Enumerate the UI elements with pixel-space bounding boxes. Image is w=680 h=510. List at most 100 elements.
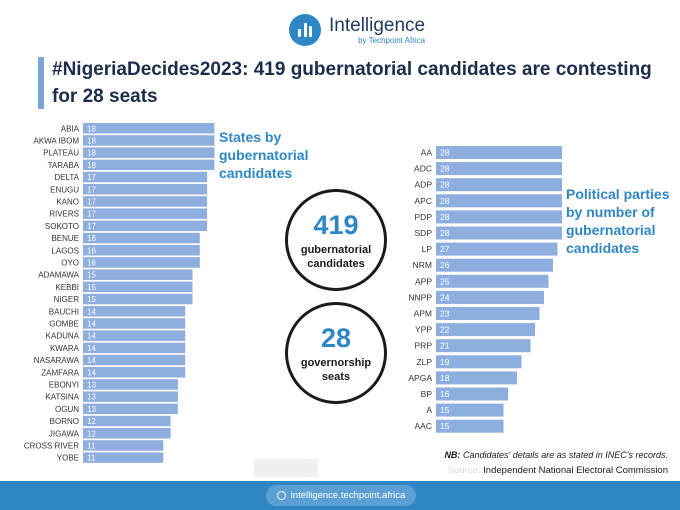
seats-label: governorship seats (300, 356, 372, 383)
state-value-label: 11 (87, 441, 96, 450)
party-value-label: 28 (440, 212, 450, 222)
state-value-label: 14 (87, 368, 96, 377)
state-bar (83, 220, 208, 232)
parties-chart-title: Political parties by number of gubernato… (566, 186, 670, 256)
footnote-text: Candidates' details are as stated in INE… (462, 450, 668, 460)
state-category-label: NIGER (54, 295, 80, 304)
party-category-label: APGA (408, 373, 432, 383)
state-category-label: KANO (56, 197, 79, 206)
source-line: Source: Independent National Electoral C… (448, 465, 668, 476)
state-value-label: 18 (87, 161, 96, 170)
party-bar (436, 162, 562, 176)
state-category-label: DELTA (54, 173, 79, 182)
state-category-label: KEBBI (55, 283, 79, 292)
party-value-label: 24 (440, 292, 450, 302)
state-value-label: 14 (87, 356, 96, 365)
state-value-label: 12 (87, 429, 96, 438)
state-category-label: ZAMFARA (41, 368, 79, 377)
state-bar (83, 147, 215, 158)
state-bar (83, 440, 164, 451)
state-value-label: 17 (87, 197, 96, 206)
state-value-label: 18 (87, 124, 96, 133)
party-category-label: ZLP (416, 357, 432, 367)
state-category-label: BORNO (50, 417, 79, 426)
party-category-label: ADP (415, 180, 433, 190)
party-value-label: 21 (440, 341, 450, 351)
state-bar (83, 269, 193, 280)
state-bar (83, 208, 208, 219)
state-value-label: 16 (87, 258, 96, 267)
state-value-label: 12 (87, 417, 96, 426)
state-value-label: 13 (87, 405, 96, 414)
state-category-label: SOKOTO (45, 222, 79, 231)
state-bar (83, 330, 186, 341)
state-bar (83, 281, 193, 293)
bar-chart-icon (289, 14, 321, 46)
footnote: NB: Candidates' details are as stated in… (444, 450, 668, 460)
state-bar (83, 452, 164, 463)
state-value-label: 17 (87, 185, 96, 194)
state-bar (83, 232, 200, 244)
party-category-label: NNPP (408, 292, 432, 302)
state-category-label: KATSINA (45, 393, 79, 402)
state-bar (83, 257, 200, 268)
party-value-label: 28 (440, 196, 450, 206)
state-category-label: JIGAWA (49, 429, 80, 438)
party-value-label: 26 (440, 260, 450, 270)
state-category-label: PLATEAU (43, 149, 79, 158)
state-value-label: 13 (87, 380, 96, 389)
state-category-label: LAGOS (51, 246, 79, 255)
party-value-label: 28 (440, 148, 450, 158)
party-category-label: LP (422, 244, 433, 254)
party-bar (436, 210, 562, 224)
party-category-label: ADC (414, 164, 432, 174)
state-bar (83, 379, 178, 390)
page-title: #NigeriaDecides2023: 419 gubernatorial c… (52, 59, 652, 107)
footnote-label: NB: (444, 450, 461, 460)
party-category-label: YPP (415, 325, 432, 335)
party-category-label: SDP (415, 228, 433, 238)
state-bar (83, 415, 171, 427)
party-category-label: A (426, 405, 432, 415)
state-bar (83, 245, 200, 256)
party-bar (436, 194, 562, 208)
seats-stat-circle: 28 governorship seats (285, 302, 387, 404)
state-bar (83, 391, 178, 402)
party-bar (436, 355, 522, 369)
state-bar (83, 306, 186, 317)
party-bar (436, 387, 508, 401)
party-value-label: 19 (440, 357, 450, 367)
party-bar (436, 419, 504, 433)
brand-name: Intelligence (329, 14, 426, 36)
state-value-label: 14 (87, 319, 96, 328)
decorative-box (254, 459, 318, 477)
candidates-label: gubernatorial candidates (300, 243, 372, 270)
candidates-count: 419 (313, 209, 359, 240)
state-bar (83, 135, 215, 146)
party-value-label: 28 (440, 164, 450, 174)
brand-logo: Intelligence by Techpoint Africa (289, 10, 425, 50)
state-bar (83, 342, 186, 354)
party-bar (436, 178, 562, 192)
website-link[interactable]: intelligence.techpoint.africa (266, 485, 416, 506)
state-category-label: AKWA IBOM (34, 136, 80, 145)
title-accent-bar (38, 57, 44, 109)
state-bar (83, 159, 215, 171)
states-chart: ABIA 18 AKWA IBOM 18 PLATEAU 18 TARABA 18 DELTA 1… (24, 123, 215, 463)
party-category-label: APC (415, 196, 432, 206)
party-bar (436, 403, 504, 417)
party-bar (436, 146, 562, 159)
source-label: Source: (447, 465, 481, 476)
state-category-label: CROSS RIVER (24, 441, 79, 450)
state-value-label: 18 (87, 136, 96, 145)
party-category-label: AAC (415, 421, 432, 431)
website-url: intelligence.techpoint.africa (290, 490, 406, 501)
state-category-label: BAUCHI (49, 307, 79, 316)
party-value-label: 25 (440, 276, 450, 286)
state-value-label: 17 (87, 173, 96, 182)
party-value-label: 15 (440, 405, 450, 415)
party-value-label: 28 (440, 228, 450, 238)
state-category-label: GOMBE (49, 319, 79, 328)
